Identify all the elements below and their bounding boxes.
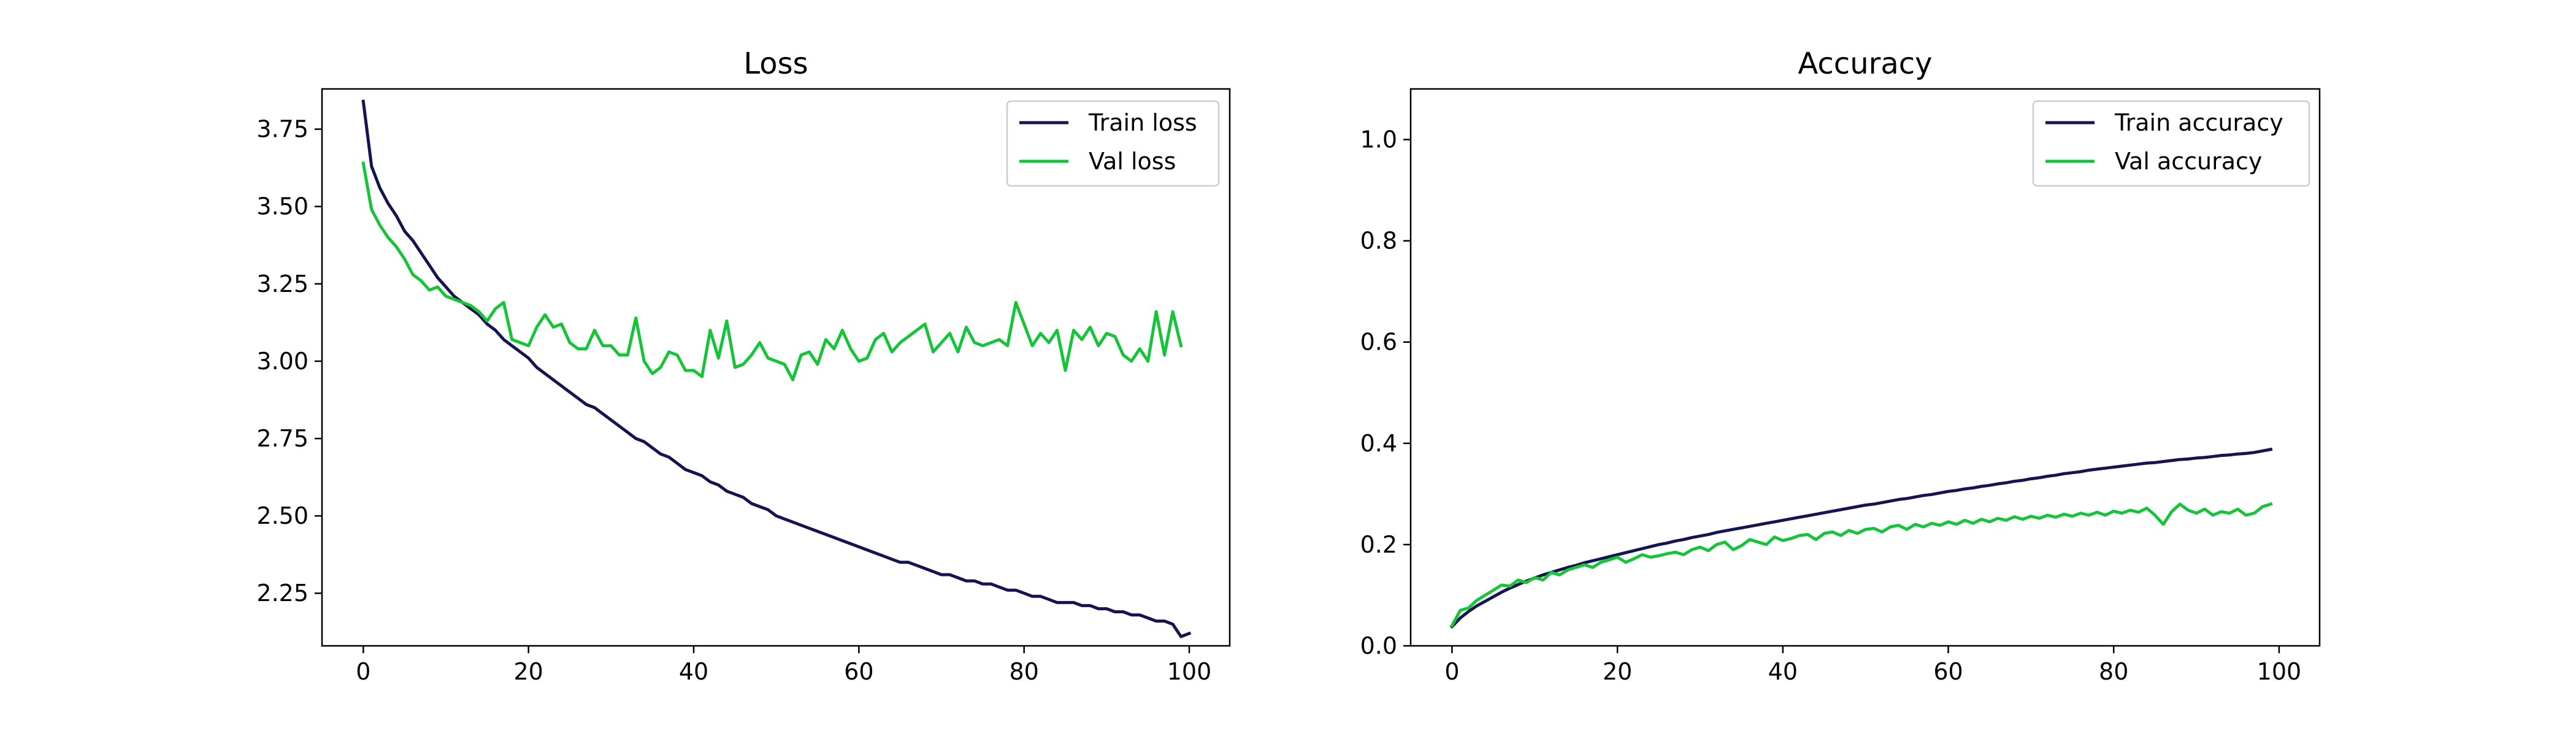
accuracy-chart: Accuracy 0 20 40 60 80 100 0.0 0.2 0.4 0.6 0.8 1.0… [1360, 47, 2321, 685]
accuracy-y-tick-label: 0.6 [1360, 329, 1397, 356]
accuracy-y-tick-label: 0.4 [1360, 430, 1397, 457]
accuracy-plot-frame [1409, 88, 2321, 647]
accuracy-legend: Train accuracy Val accuracy [2032, 100, 2310, 187]
loss-x-tick-label: 100 [1167, 658, 1212, 685]
loss-x-tick-label: 0 [356, 658, 370, 685]
loss-y-axis: 2.25 2.50 2.75 3.00 3.25 3.50 3.75 [256, 116, 322, 607]
accuracy-chart-title: Accuracy [1798, 47, 1932, 81]
accuracy-x-tick-label: 40 [1768, 658, 1798, 685]
loss-y-tick-label: 3.50 [256, 193, 309, 220]
accuracy-series-line-train [1449, 447, 2273, 629]
loss-y-tick-label: 2.25 [256, 580, 309, 607]
accuracy-x-tick-label: 0 [1444, 658, 1459, 685]
accuracy-legend-label-val: Val accuracy [2115, 148, 2262, 175]
accuracy-x-axis: 0 20 40 60 80 100 [1444, 646, 2301, 685]
accuracy-legend-label-train: Train accuracy [2114, 109, 2283, 136]
loss-y-tick-label: 3.25 [256, 270, 309, 297]
accuracy-y-tick-label: 0.0 [1360, 632, 1397, 659]
loss-legend-label-train: Train loss [1088, 109, 1197, 136]
loss-x-axis: 0 20 40 60 80 100 [356, 646, 1211, 685]
accuracy-x-tick-label: 100 [2257, 658, 2302, 685]
loss-series-line-val [361, 161, 1183, 381]
accuracy-x-tick-label: 60 [1933, 658, 1963, 685]
loss-x-tick-label: 20 [513, 658, 543, 685]
loss-y-tick-label: 2.50 [256, 502, 309, 529]
loss-y-tick-label: 3.00 [256, 348, 309, 375]
accuracy-series-line-val [1450, 502, 2273, 628]
accuracy-y-tick-label: 1.0 [1360, 126, 1397, 153]
loss-y-tick-label: 2.75 [256, 425, 309, 452]
loss-plot-frame [321, 88, 1231, 647]
accuracy-y-tick-label: 0.2 [1360, 531, 1397, 558]
accuracy-x-tick-label: 80 [2099, 658, 2128, 685]
loss-x-tick-label: 40 [679, 658, 708, 685]
loss-x-tick-label: 80 [1009, 658, 1038, 685]
loss-series-lines [361, 99, 1192, 638]
accuracy-legend-box [2032, 100, 2310, 187]
accuracy-x-tick-label: 20 [1603, 658, 1632, 685]
loss-chart-title: Loss [743, 47, 808, 81]
loss-legend: Train loss Val loss [1006, 100, 1220, 187]
loss-y-tick-label: 3.75 [256, 116, 309, 143]
accuracy-series-lines [1449, 447, 2273, 629]
accuracy-y-axis: 0.0 0.2 0.4 0.6 0.8 1.0 [1360, 126, 1411, 659]
loss-chart: Loss 0 20 40 60 80 100 2.25 2.50 2.75 3.00 3.25 3.… [256, 47, 1231, 685]
loss-series-line-train [361, 99, 1192, 638]
loss-x-tick-label: 60 [844, 658, 873, 685]
loss-legend-label-val: Val loss [1089, 148, 1176, 175]
accuracy-y-tick-label: 0.8 [1360, 228, 1397, 255]
